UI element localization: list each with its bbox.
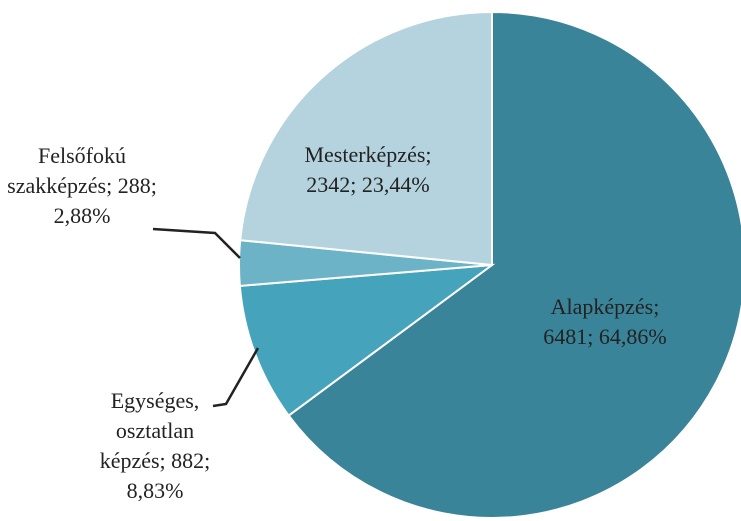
category-label: Egységes, osztatlan képzés	[99, 388, 200, 473]
label-separator: ;	[204, 448, 211, 473]
leader-line	[152, 227, 241, 259]
label-separator: ;	[150, 173, 157, 198]
data-label: Felsőfokú szakképzés; 288; 2,88%	[7, 141, 157, 231]
percent-label: 23,44%	[361, 172, 430, 197]
label-separator: ;	[425, 142, 432, 167]
data-label: Alapképzés; 6481; 64,86%	[495, 292, 715, 352]
category-label: Mesterképzés	[304, 142, 426, 167]
value-label: 2342	[306, 172, 351, 197]
label-head: Mesterképzés;	[258, 140, 478, 170]
pie-slice	[287, 10, 741, 519]
label-separator: ;	[106, 173, 113, 198]
leader-line	[212, 347, 260, 408]
percent-label: 64,86%	[598, 324, 667, 349]
value-label: 882	[171, 448, 205, 473]
value-label: 288	[117, 173, 151, 198]
category-label: Felsőfokú szakképzés	[7, 143, 126, 198]
data-label: Mesterképzés; 2342; 23,44%	[258, 140, 478, 200]
label-separator: ;	[159, 448, 166, 473]
label-head: Alapképzés;	[495, 292, 715, 322]
label-separator: ;	[587, 324, 594, 349]
label-separator: ;	[350, 172, 357, 197]
category-label: Alapképzés	[550, 294, 654, 319]
data-label: Egységes, osztatlan képzés; 882; 8,83%	[90, 386, 220, 506]
value-label: 6481	[543, 324, 588, 349]
label-head: Egységes, osztatlan képzés;	[100, 388, 200, 473]
percent-label: 8,83%	[126, 478, 184, 503]
pie-slice	[239, 10, 493, 267]
percent-label: 2,88%	[53, 203, 111, 228]
label-separator: ;	[653, 294, 660, 319]
label-head: Felsőfokú szakképzés;	[7, 143, 126, 198]
